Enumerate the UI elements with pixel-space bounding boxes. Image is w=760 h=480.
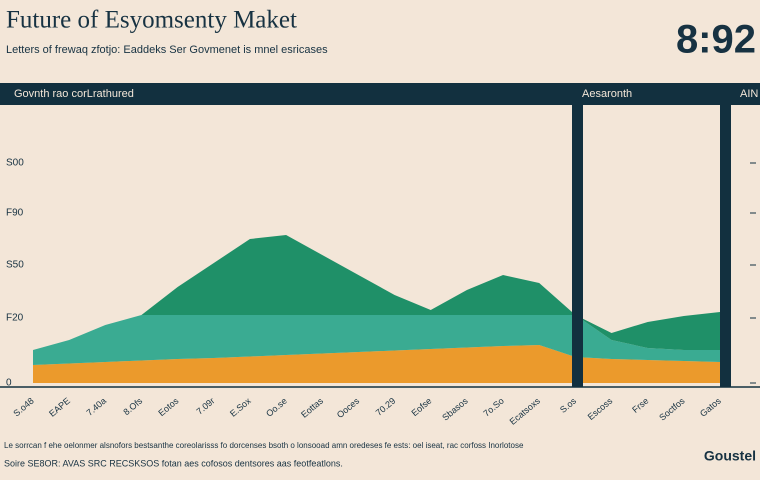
- y-tick-label: S50: [6, 260, 24, 271]
- clock: 8:92: [676, 18, 756, 62]
- divider: [720, 105, 731, 387]
- area: [33, 235, 720, 350]
- y-tick-label: F20: [6, 313, 24, 324]
- y-tick-label: S00: [6, 158, 24, 169]
- band-label: Aesaronth: [582, 88, 632, 100]
- area: [33, 345, 720, 383]
- logo: Goustel: [704, 448, 756, 464]
- y-tick-label: F90: [6, 208, 24, 219]
- y-tick-label: 0: [6, 378, 12, 389]
- area: [33, 315, 720, 365]
- note: Le sorrcan f ehe oelonmer alsnofors best…: [4, 441, 524, 450]
- chart-subtitle: Letters of frewaq zfotjo: Eaddeks Ser Go…: [6, 44, 328, 56]
- header-band: [0, 83, 760, 105]
- note: Soire SE8OR: AVAS SRC RECSKSOS fotan aes…: [4, 458, 343, 468]
- band-label: Govnth rao corLrathured: [14, 88, 134, 100]
- chart-title: Future of Esyomsenty Maket: [6, 7, 297, 34]
- divider: [572, 105, 583, 387]
- band-label: AIN: [740, 88, 758, 100]
